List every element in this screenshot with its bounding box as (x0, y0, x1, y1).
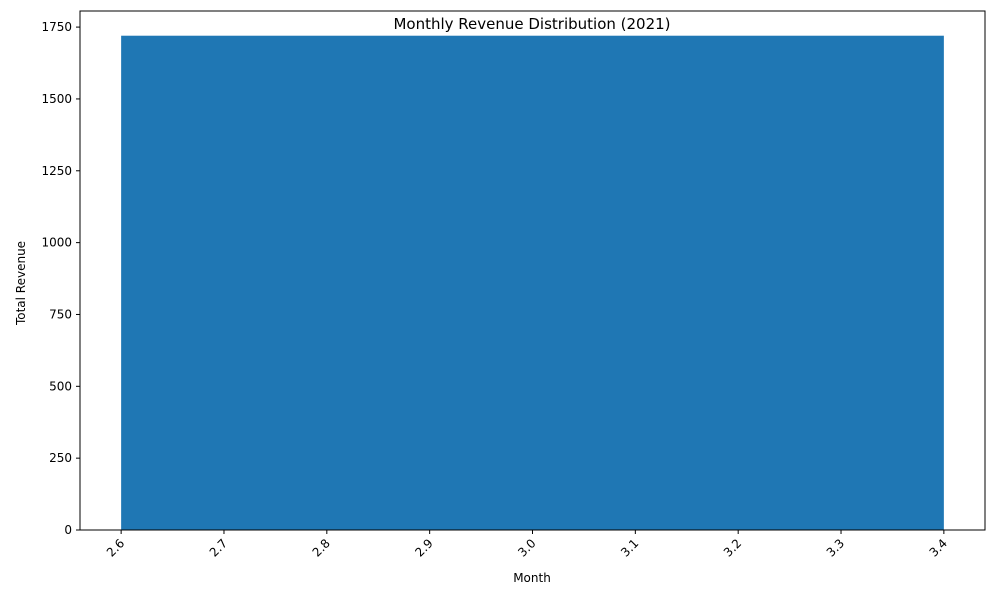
x-axis-ticks: 2.6 2.7 2.8 2.9 3.0 3.1 3.2 3.3 3.4 (104, 530, 950, 560)
x-tick-label: 2.7 (207, 536, 230, 559)
y-tick-label: 1000 (41, 236, 72, 250)
y-tick-label: 1750 (41, 20, 72, 34)
x-tick-label: 3.2 (721, 536, 744, 559)
x-axis-label: Month (513, 571, 551, 585)
x-tick-label: 2.8 (310, 536, 333, 559)
y-tick-label: 1250 (41, 164, 72, 178)
y-axis-label: Total Revenue (14, 241, 28, 326)
x-tick-label: 3.3 (824, 536, 847, 559)
bar-0 (121, 35, 944, 530)
y-tick-label: 250 (49, 451, 72, 465)
y-tick-label: 1500 (41, 92, 72, 106)
x-tick-label: 3.1 (618, 536, 641, 559)
chart-title: Monthly Revenue Distribution (2021) (393, 15, 670, 33)
y-tick-label: 750 (49, 307, 72, 321)
x-tick-label: 3.4 (927, 536, 950, 559)
y-tick-label: 500 (49, 379, 72, 393)
x-tick-label: 3.0 (515, 536, 538, 559)
x-tick-label: 2.6 (104, 536, 127, 559)
x-tick-label: 2.9 (412, 536, 435, 559)
y-axis-ticks: 0 250 500 750 1000 1250 1500 1750 (41, 20, 80, 537)
bars-layer (121, 35, 944, 530)
y-tick-label: 0 (64, 523, 72, 537)
plot-frame (79, 10, 986, 531)
